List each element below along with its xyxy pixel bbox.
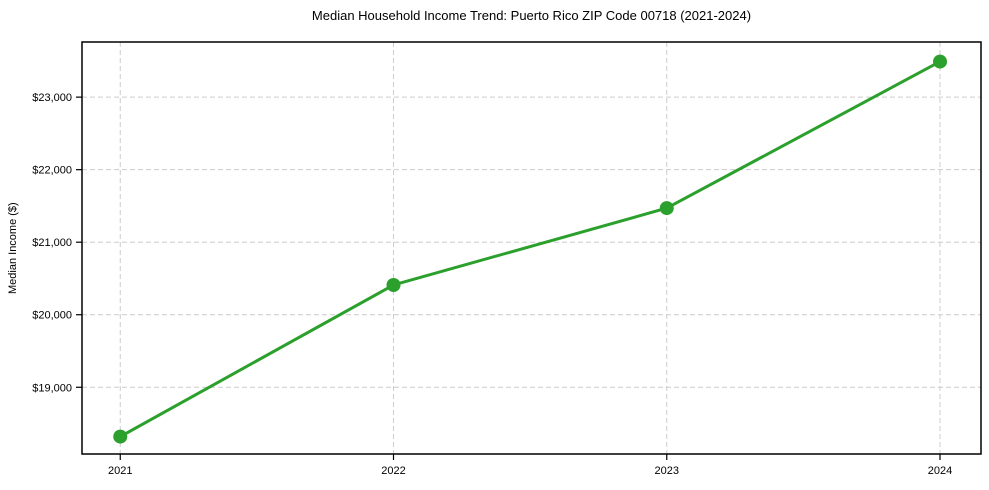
trend-line <box>118 60 942 439</box>
data-point-marker <box>933 54 948 69</box>
y-tick-label: $19,000 <box>32 382 72 394</box>
data-point-marker <box>659 201 674 216</box>
y-tick-label: $23,000 <box>32 92 72 104</box>
data-point-marker <box>113 429 128 444</box>
x-tick-label: 2023 <box>655 465 679 477</box>
plot-frame <box>81 41 982 455</box>
x-tick-label: 2024 <box>928 465 952 477</box>
data-point-marker <box>386 277 401 292</box>
y-tick-label: $21,000 <box>32 237 72 249</box>
chart-title: Median Household Income Trend: Puerto Ri… <box>311 8 752 23</box>
y-tick-label: $20,000 <box>32 310 72 322</box>
x-tick-label: 2021 <box>108 465 132 477</box>
x-tick-label: 2022 <box>381 465 405 477</box>
y-tick-label: $22,000 <box>32 165 72 177</box>
